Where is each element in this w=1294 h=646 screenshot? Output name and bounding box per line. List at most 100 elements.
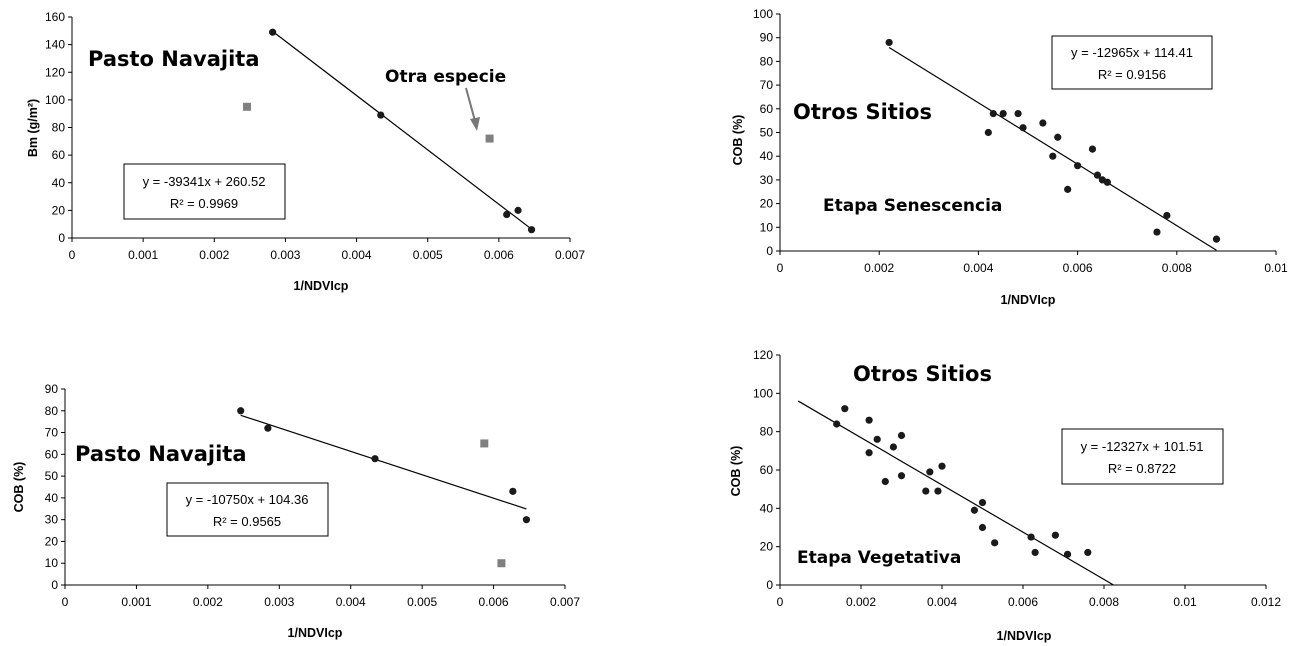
- y-tick-labels: 0 10 20 30 40 50 60 70 80 90: [45, 382, 65, 592]
- x-tick-label: 0.008: [1162, 261, 1192, 275]
- y-tick-label: 80: [45, 404, 59, 418]
- trendline-segment: [888, 46, 1217, 251]
- x-tick-label: 0.005: [413, 248, 443, 262]
- data-point-circle: [897, 431, 906, 440]
- x-axis-title: 1/NDVIcp: [997, 629, 1052, 643]
- y-tick-label: 80: [760, 425, 774, 439]
- data-point-circle: [938, 462, 946, 470]
- y-tick-label: 50: [45, 469, 59, 483]
- data-point-circle: [841, 405, 849, 413]
- x-tick-label: 0: [777, 261, 784, 275]
- data-point-circle: [1049, 152, 1057, 160]
- data-point-square: [485, 134, 494, 143]
- r-squared: R² = 0.9969: [170, 196, 238, 211]
- data-point-circle: [522, 516, 531, 524]
- trendline-segment: [272, 30, 532, 230]
- chart-cover-pasto-navajita: 0 10 20 30 40 50 60 70 80 90 0 0.001 0.002 0.003 0.00…: [12, 382, 580, 640]
- data-point-circle: [934, 487, 942, 495]
- data-point-circle: [833, 420, 841, 428]
- other-species-arrow: [465, 87, 476, 122]
- data-point-circle: [1027, 533, 1035, 541]
- data-point-circle: [978, 523, 987, 532]
- y-tick-label: 60: [760, 463, 774, 477]
- x-tick-label: 0.012: [1251, 595, 1281, 609]
- y-tick-label: 140: [45, 38, 65, 52]
- y-tick-label: 40: [760, 149, 774, 163]
- data-point-square: [480, 439, 489, 448]
- y-tick-label: 60: [52, 148, 66, 162]
- data-point-circle: [865, 449, 873, 457]
- y-tick-label: 30: [45, 513, 59, 527]
- data-point-circle: [1212, 235, 1221, 243]
- y-tick-label: 10: [45, 556, 59, 570]
- trendline: [240, 414, 527, 510]
- y-tick-label: 50: [760, 126, 774, 140]
- data-point-circle: [237, 407, 245, 415]
- data-point-square: [497, 559, 506, 568]
- x-tick-label: 0.006: [1063, 261, 1093, 275]
- x-tick-label: 0: [777, 595, 784, 609]
- x-tick-label: 0.003: [270, 248, 300, 262]
- data-point-circle: [1084, 548, 1092, 557]
- y-tick-label: 70: [45, 426, 59, 440]
- x-axis-title: 1/NDVIcp: [1001, 293, 1056, 307]
- data-point-circle: [1039, 119, 1047, 127]
- x-tick-label: 0.006: [484, 248, 514, 262]
- sites-label: Otros Sitios: [853, 362, 992, 386]
- equation-box: [1051, 35, 1213, 90]
- x-tick-label: 0.002: [846, 595, 876, 609]
- y-tick-label: 0: [51, 578, 58, 592]
- data-point-circle: [269, 28, 277, 36]
- trendline-segment: [240, 414, 527, 510]
- sites-label: Otros Sitios: [793, 100, 932, 124]
- data-point-circle: [509, 487, 517, 495]
- data-point-circle: [991, 539, 999, 547]
- y-tick-label: 20: [760, 197, 774, 211]
- data-point-circle: [1074, 162, 1082, 170]
- trendline: [272, 30, 532, 230]
- data-point-circle: [1093, 171, 1102, 179]
- y-tick-label: 40: [52, 176, 66, 190]
- y-tick-label: 80: [760, 54, 774, 68]
- y-tick-label: 20: [45, 534, 59, 548]
- data-points: [243, 28, 536, 234]
- data-point-circle: [377, 111, 385, 119]
- y-tick-label: 90: [45, 382, 59, 396]
- data-point-circle: [1031, 548, 1039, 557]
- data-point-circle: [1063, 550, 1072, 558]
- y-tick-label: 100: [753, 7, 773, 21]
- y-tick-label: 160: [45, 10, 65, 24]
- data-point-square: [243, 102, 252, 111]
- r-squared: R² = 0.9156: [1098, 67, 1166, 82]
- x-tick-labels: 0 0.002 0.004 0.006 0.008 0.01: [777, 251, 1288, 275]
- y-tick-label: 100: [753, 386, 773, 400]
- x-tick-label: 0.007: [555, 248, 585, 262]
- x-tick-label: 0.002: [193, 595, 223, 609]
- x-tick-label: 0.001: [121, 595, 151, 609]
- other-species-label: Otra especie: [385, 67, 506, 87]
- y-tick-label: 100: [45, 93, 65, 107]
- x-tick-label: 0.001: [128, 248, 158, 262]
- data-point-circle: [514, 206, 522, 214]
- y-tick-label: 0: [766, 578, 773, 592]
- y-tick-label: 30: [760, 173, 774, 187]
- data-point-circle: [1153, 228, 1161, 236]
- data-point-circle: [1163, 211, 1171, 220]
- stage-label: Etapa Vegetativa: [797, 548, 961, 568]
- y-axis-title: COB (%): [731, 115, 745, 166]
- y-tick-label: 120: [753, 348, 773, 362]
- data-points: [237, 407, 531, 568]
- y-axis-title: COB (%): [12, 462, 26, 513]
- x-tick-label: 0.01: [1264, 261, 1288, 275]
- y-tick-label: 0: [58, 231, 65, 245]
- y-tick-label: 120: [45, 65, 65, 79]
- trendline-segment: [797, 400, 1114, 586]
- regression-equation: y = -12327x + 101.51: [1081, 439, 1204, 454]
- y-tick-label: 60: [760, 102, 774, 116]
- x-tick-labels: 0 0.001 0.002 0.003 0.004 0.005 0.006 0.007: [62, 585, 580, 609]
- species-label: Pasto Navajita: [75, 442, 247, 466]
- data-point-circle: [970, 506, 979, 514]
- x-tick-label: 0.004: [336, 595, 366, 609]
- x-tick-label: 0.008: [1089, 595, 1119, 609]
